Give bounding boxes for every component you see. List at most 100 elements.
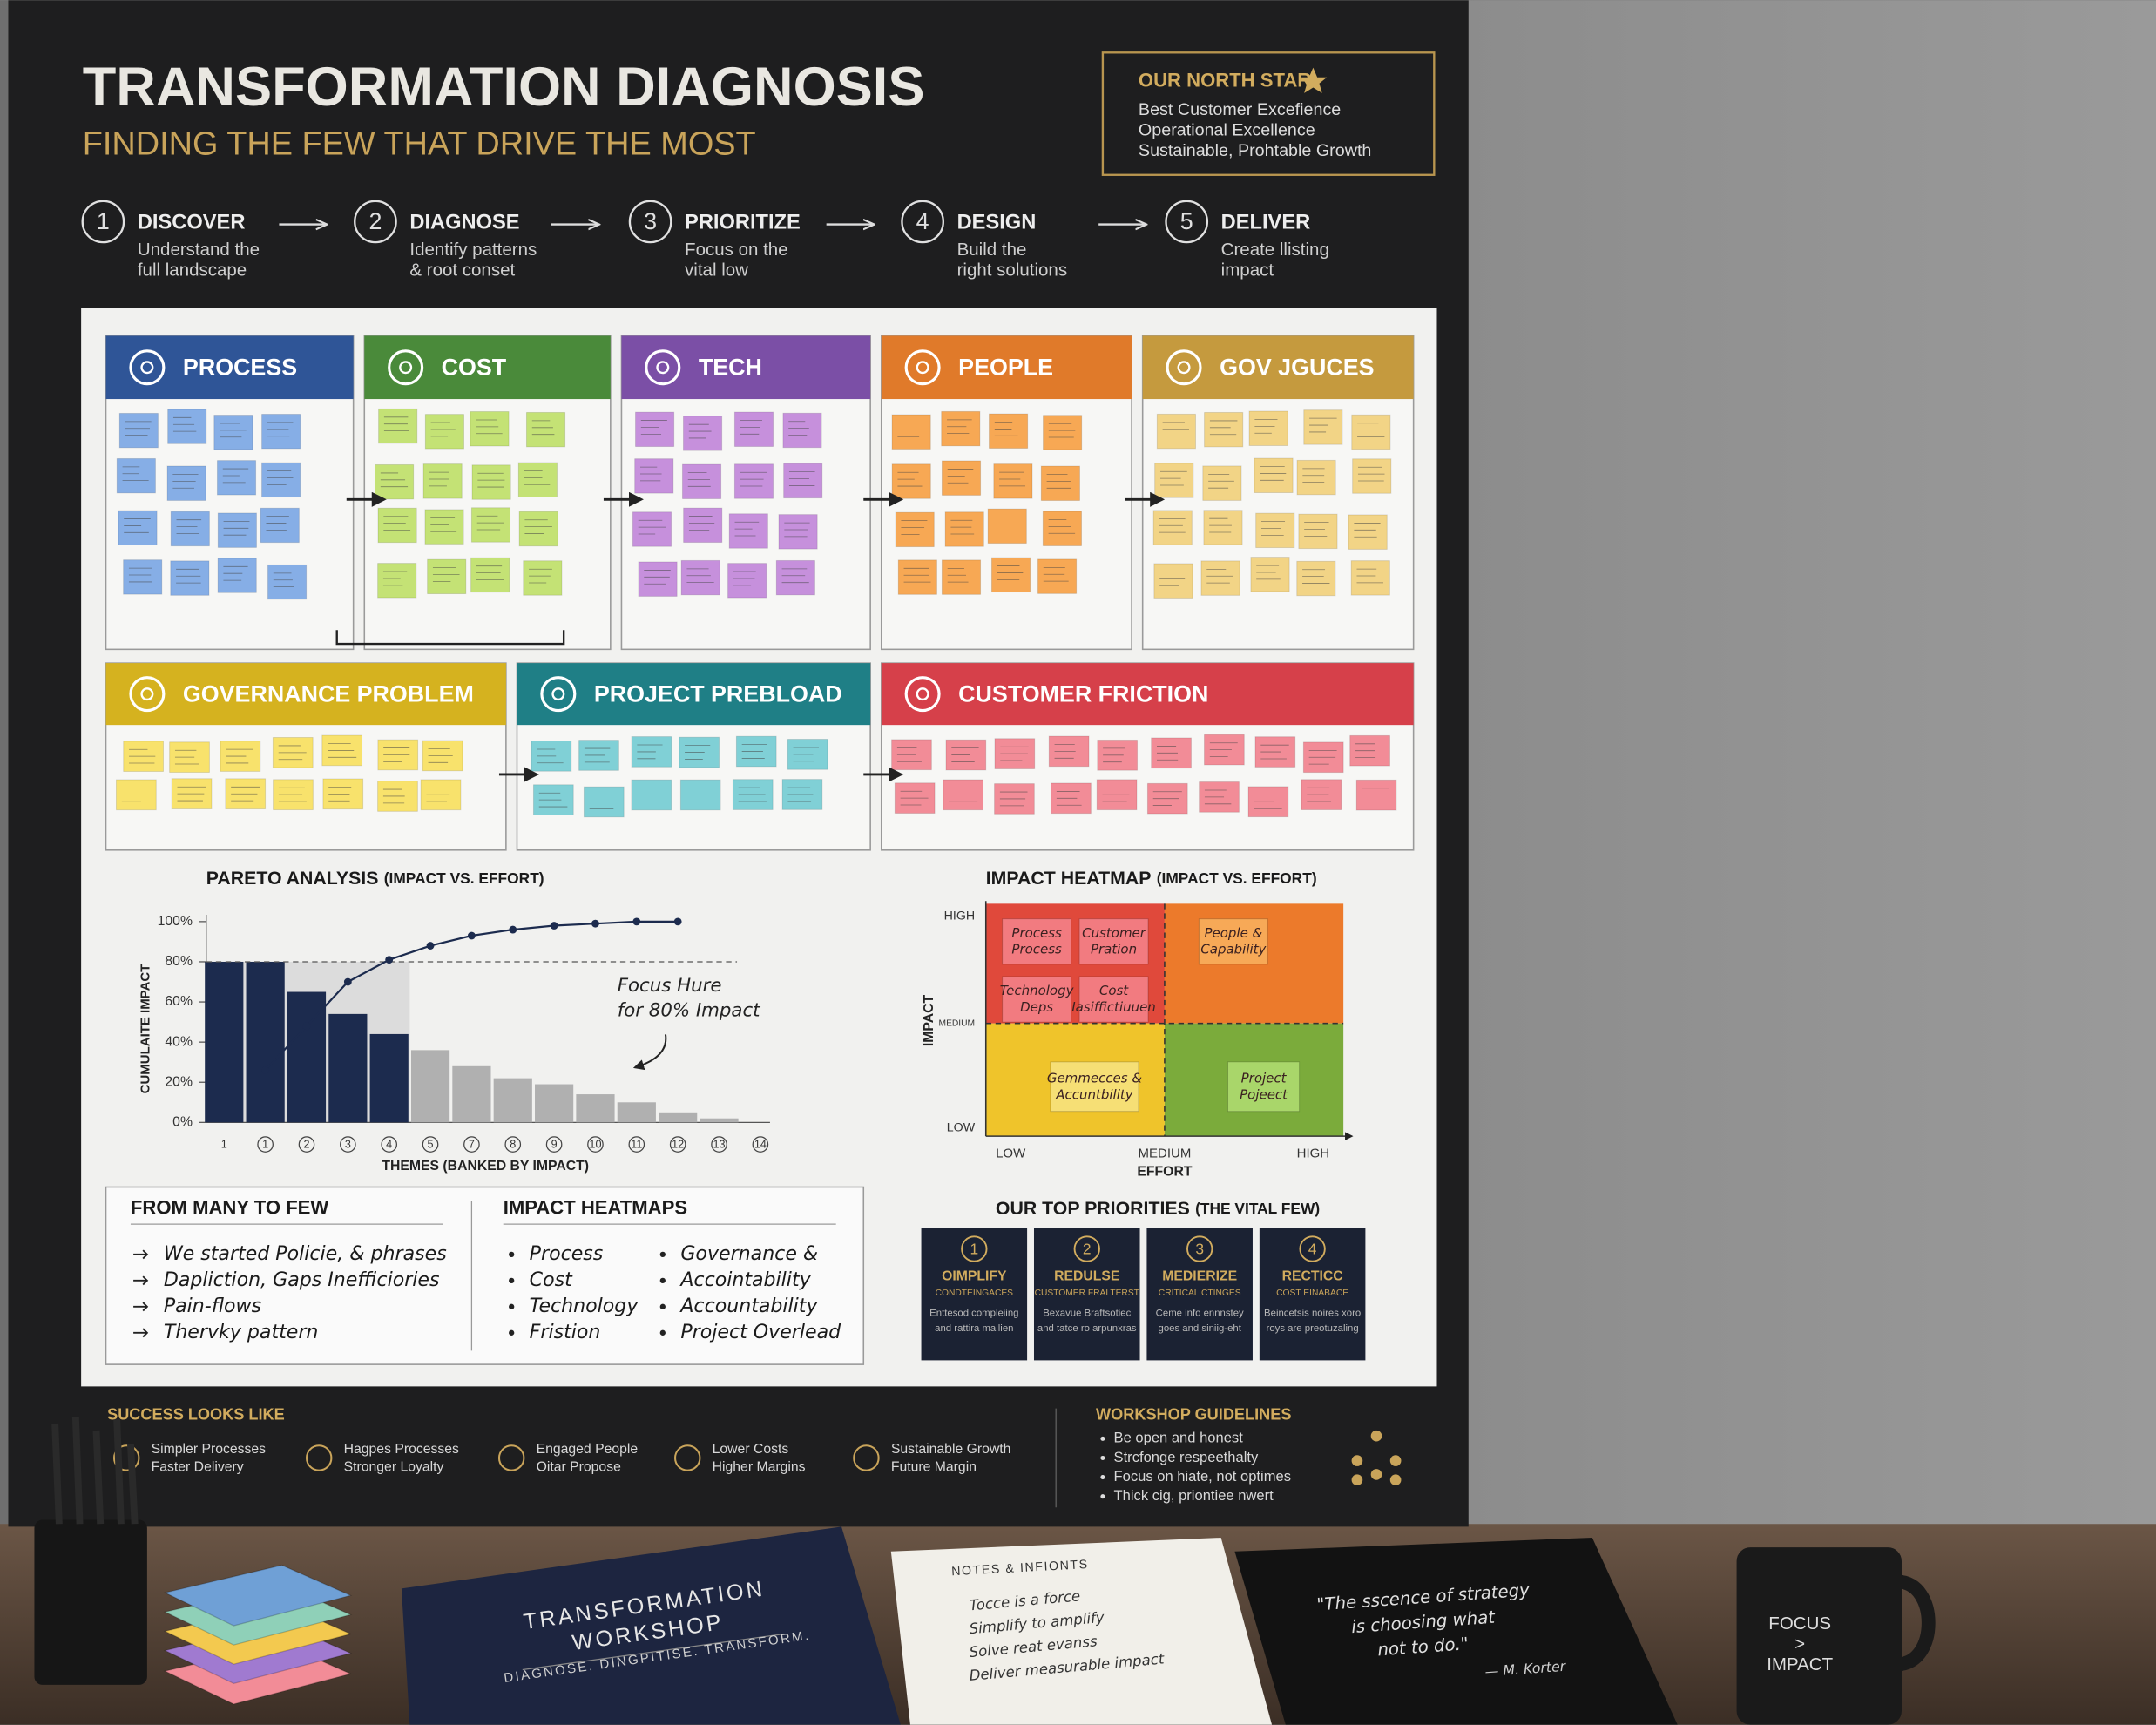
priority-text: and tatce ro arpunxras (1037, 1323, 1137, 1334)
x-level-label: LOW (996, 1147, 1026, 1161)
step-name: DELIVER (1221, 211, 1311, 233)
annotation: for 80% Impact (618, 999, 760, 1021)
quote-card (1234, 1538, 1678, 1725)
board-title: GOV JGUCES (1220, 354, 1374, 380)
notebook-rule (522, 1633, 784, 1671)
x-tick-label: 1 (221, 1139, 227, 1151)
bullet (1100, 1455, 1105, 1460)
summary-item: Process (530, 1242, 604, 1265)
board-icon (129, 676, 166, 713)
sticky-note (1250, 557, 1290, 592)
sticky-note (733, 411, 774, 447)
y-level-label: MEDIUM (939, 1018, 976, 1028)
sticky-note (1153, 563, 1193, 599)
heatmap-note-text: Process (1011, 942, 1062, 957)
y-tick-label: 0% (172, 1114, 193, 1129)
priority-text: roys are preotuzaling (1267, 1323, 1359, 1334)
notebook (401, 1526, 901, 1725)
sticky-note (632, 511, 672, 547)
heatmap-note (1078, 918, 1149, 965)
priority-text: goes and siniig-eht (1159, 1323, 1242, 1334)
sticky-note (378, 408, 418, 444)
tick-circle (504, 1136, 522, 1153)
priority-name: MEDIERIZE (1162, 1268, 1237, 1283)
sticky-note (525, 411, 566, 448)
sticky-note (1298, 513, 1338, 550)
sticky-note (1254, 457, 1294, 493)
priority-circle (1073, 1235, 1100, 1262)
priority-circle (1299, 1235, 1326, 1262)
success-icon (673, 1444, 701, 1471)
priority-number: 4 (1308, 1241, 1317, 1258)
sticky-note (1202, 465, 1242, 501)
step-text: Build the (957, 240, 1027, 260)
heatmap-note-text: Process (1011, 925, 1062, 941)
success-icon (497, 1444, 525, 1471)
board-icon-dot (1177, 361, 1191, 375)
x-tick-label: 8 (510, 1139, 516, 1151)
pen (51, 1423, 63, 1525)
cumulative-point (467, 931, 476, 940)
mug-text: IMPACT (1767, 1654, 1833, 1674)
tick-circle (669, 1136, 686, 1153)
tick-circle (628, 1136, 645, 1153)
tick-circle (463, 1136, 480, 1153)
sticky-note (778, 514, 818, 550)
board-icon-dot (140, 687, 154, 701)
guideline-text: Be open and honest (1114, 1430, 1244, 1446)
x-tick-label: 14 (754, 1139, 767, 1151)
tick-circle (545, 1136, 563, 1153)
bar (369, 1033, 409, 1123)
arrow-bullet (133, 1302, 149, 1312)
sticky-note (1204, 411, 1244, 448)
sticky-note (377, 563, 417, 599)
sticky-note (638, 561, 678, 597)
step-circle (81, 200, 125, 244)
sticky-note (518, 511, 558, 547)
heatmap-note (1002, 918, 1072, 965)
board-icon (904, 349, 941, 386)
board-icon-dot (916, 361, 929, 375)
heatmap-note (1078, 976, 1149, 1023)
bar (205, 961, 244, 1123)
x-tick-label: 1 (262, 1139, 268, 1151)
success-text: Faster Delivery (152, 1460, 244, 1475)
sticky-note (683, 416, 723, 451)
sticky-note (895, 511, 935, 548)
sticky-note (517, 462, 558, 497)
pareto-title-main: PARETO ANALYSIS (206, 868, 379, 889)
sticky-note (213, 415, 253, 450)
subtitle: FINDING THE FEW THAT DRIVE THE MOST (83, 126, 756, 163)
summary-item: Thervky pattern (164, 1321, 319, 1343)
sticky-note (217, 558, 257, 593)
summary-item: Fristion (530, 1321, 601, 1343)
tick-circle (298, 1136, 315, 1153)
sticky-note (216, 460, 257, 496)
heatmap-title: IMPACT HEATMAP (IMPACT VS. EFFORT) (986, 868, 1317, 889)
success-icon (112, 1444, 140, 1471)
sticky-note (1296, 459, 1336, 496)
north-star-title: OUR NORTH STAR (1139, 69, 1311, 91)
cumulative-point (632, 917, 641, 926)
success-text: Engaged People (537, 1442, 639, 1457)
priority-circle (961, 1235, 988, 1262)
sticky-note (733, 463, 774, 499)
pen (113, 1419, 125, 1525)
bullet (509, 1329, 515, 1336)
heatmap-note (1227, 1061, 1301, 1113)
pen (127, 1444, 139, 1525)
x-tick-label: 5 (428, 1139, 434, 1151)
cumulative-point (343, 978, 352, 986)
north-star-item: Sustainable, Prohtable Growth (1139, 141, 1371, 160)
pen (71, 1416, 84, 1525)
step-text: full landscape (138, 260, 247, 281)
sticky-note (116, 457, 156, 494)
step-number: 3 (644, 208, 657, 234)
x-tick-label: 12 (672, 1139, 684, 1151)
summary-box (105, 1186, 865, 1365)
tick-circle (711, 1136, 727, 1153)
sticky-note (775, 559, 815, 596)
priority-number: 3 (1195, 1241, 1204, 1258)
priority-sub: CONDTEINGACES (936, 1289, 1014, 1298)
sticky-note (990, 557, 1031, 593)
